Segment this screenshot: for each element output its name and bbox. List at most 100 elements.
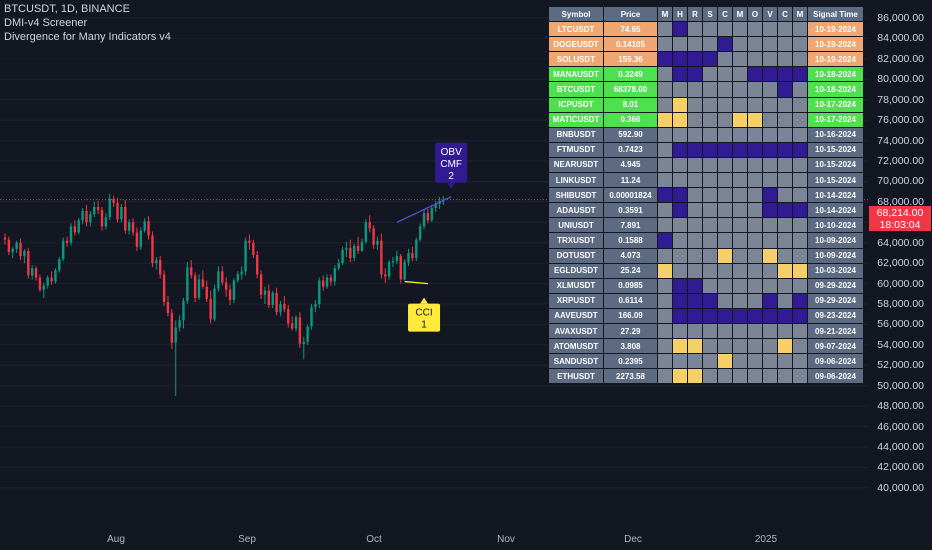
bearish-divergence-line[interactable]: [396, 196, 452, 223]
screener-indicator-cell: [792, 247, 808, 264]
screener-row[interactable]: BNBUSDT 592.90 10-16-2024: [548, 126, 864, 143]
candle: [275, 287, 278, 316]
candle: [368, 215, 371, 233]
screener-row[interactable]: ICPUSDT 8.01 10-17-2024: [548, 96, 864, 113]
candle-body: [418, 226, 422, 240]
screener-symbol-cell[interactable]: MATICUSDT: [548, 111, 604, 128]
screener-row[interactable]: SHIBUSDT 0.00001824 10-14-2024: [548, 187, 864, 204]
screener-row[interactable]: BTCUSDT 68378.00 10-18-2024: [548, 81, 864, 98]
screener-column-header[interactable]: M: [657, 5, 673, 23]
screener-symbol-cell[interactable]: LINKUSDT: [548, 172, 604, 189]
screener-indicator-cell: [747, 111, 763, 128]
screener-row[interactable]: ETHUSDT 2273.58 09-06-2024: [548, 368, 864, 385]
screener-column-header[interactable]: V: [762, 5, 778, 23]
indicator-name-divergence[interactable]: Divergence for Many Indicators v4: [4, 31, 171, 43]
screener-symbol-cell[interactable]: AAVEUSDT: [548, 307, 604, 324]
screener-row[interactable]: XLMUSDT 0.0985 09-29-2024: [548, 277, 864, 294]
screener-symbol-cell[interactable]: ATOMUSDT: [548, 338, 604, 355]
screener-row[interactable]: LINKUSDT 11.24 10-15-2024: [548, 172, 864, 189]
screener-column-header[interactable]: C: [777, 5, 793, 23]
screener-column-header[interactable]: Price: [603, 5, 658, 23]
screener-indicator-cell: [672, 141, 688, 158]
screener-row[interactable]: SOLUSDT 159.36 10-19-2024: [548, 51, 864, 68]
screener-column-header[interactable]: O: [747, 5, 763, 23]
screener-symbol-cell[interactable]: XLMUSDT: [548, 277, 604, 294]
screener-row[interactable]: TRXUSDT 0.1588 10-09-2024: [548, 232, 864, 249]
screener-row[interactable]: LTCUSDT 74.65 10-19-2024: [548, 21, 864, 38]
screener-row[interactable]: AAVEUSDT 166.09 09-23-2024: [548, 307, 864, 324]
screener-symbol-cell[interactable]: DOGEUSDT: [548, 36, 604, 53]
screener-symbol-cell[interactable]: SHIBUSDT: [548, 187, 604, 204]
screener-symbol-cell[interactable]: ETHUSDT: [548, 368, 604, 385]
screener-indicator-cell: [792, 81, 808, 98]
screener-column-header[interactable]: R: [687, 5, 703, 23]
screener-row[interactable]: MATICUSDT 0.366 10-17-2024: [548, 111, 864, 128]
screener-column-header[interactable]: Symbol: [548, 5, 604, 23]
screener-indicator-cell: [747, 66, 763, 83]
screener-symbol-cell[interactable]: EGLDUSDT: [548, 262, 604, 279]
screener-row[interactable]: XRPUSDT 0.6114 09-29-2024: [548, 292, 864, 309]
price-axis[interactable]: 86,000.00 84,000.00 82,000.00 80,000.00 78,0…: [868, 0, 932, 530]
screener-row[interactable]: NEARUSDT 4.945 10-15-2024: [548, 156, 864, 174]
candle: [337, 259, 340, 271]
screener-symbol-cell[interactable]: UNIUSDT: [548, 217, 604, 234]
screener-indicator-cell: [762, 187, 778, 204]
screener-indicator-cell: [747, 156, 763, 174]
symbol-title[interactable]: BTCUSDT, 1D, BINANCE: [4, 3, 130, 15]
screener-row[interactable]: ATOMUSDT 3.808 09-07-2024: [548, 338, 864, 355]
screener-symbol-cell[interactable]: FTMUSDT: [548, 141, 604, 158]
screener-indicator-cell: [732, 202, 748, 219]
screener-indicator-cell: [717, 141, 733, 158]
screener-column-header[interactable]: M: [792, 5, 808, 23]
screener-row[interactable]: MANAUSDT 0.3249 10-18-2024: [548, 66, 864, 83]
candle: [418, 223, 422, 242]
screener-symbol-cell[interactable]: LTCUSDT: [548, 21, 604, 38]
screener-indicator-cell: [702, 126, 718, 143]
screener-indicator-cell: [687, 81, 703, 98]
candle-body: [356, 245, 360, 251]
screener-symbol-cell[interactable]: SOLUSDT: [548, 51, 604, 68]
screener-indicator-cell: [792, 126, 808, 143]
screener-symbol-cell[interactable]: NEARUSDT: [548, 156, 604, 174]
screener-symbol-cell[interactable]: XRPUSDT: [548, 292, 604, 309]
screener-row[interactable]: UNIUSDT 7.891 10-10-2024: [548, 217, 864, 234]
screener-column-header[interactable]: C: [717, 5, 733, 23]
screener-row[interactable]: FTMUSDT 0.7423 10-15-2024: [548, 141, 864, 158]
screener-symbol-cell[interactable]: SANDUSDT: [548, 353, 604, 370]
screener-symbol-cell[interactable]: ICPUSDT: [548, 96, 604, 113]
screener-symbol-cell[interactable]: TRXUSDT: [548, 232, 604, 249]
screener-indicator-cell: [672, 187, 688, 204]
screener-indicator-cell: [747, 126, 763, 143]
bullish-divergence-line[interactable]: [404, 280, 428, 285]
screener-column-header[interactable]: H: [672, 5, 688, 23]
screener-price-cell: 3.808: [603, 338, 658, 355]
screener-indicator-cell: [687, 156, 703, 174]
candle-body: [213, 288, 216, 320]
screener-row[interactable]: DOTUSDT 4.073 10-09-2024: [548, 247, 864, 264]
screener-symbol-cell[interactable]: MANAUSDT: [548, 66, 604, 83]
screener-indicator-cell: [732, 232, 748, 249]
screener-symbol-cell[interactable]: ADAUSDT: [548, 202, 604, 219]
screener-signal-time-cell: 10-15-2024: [807, 156, 864, 174]
screener-row[interactable]: DOGEUSDT 0.14105 10-19-2024: [548, 36, 864, 53]
screener-column-header[interactable]: S: [702, 5, 718, 23]
screener-row[interactable]: ADAUSDT 0.3591 10-14-2024: [548, 202, 864, 219]
indicator-name-dmi[interactable]: DMI-v4 Screener: [4, 17, 88, 29]
screener-indicator-cell: [672, 156, 688, 174]
screener-symbol-cell[interactable]: AVAXUSDT: [548, 322, 604, 340]
screener-indicator-cell: [777, 277, 793, 294]
screener-symbol-cell[interactable]: BNBUSDT: [548, 126, 604, 143]
time-axis[interactable]: Aug Sep Oct Nov Dec 2025: [0, 530, 868, 550]
screener-row[interactable]: AVAXUSDT 27.29 09-21-2024: [548, 322, 864, 340]
screener-column-header[interactable]: M: [732, 5, 748, 23]
screener-indicator-cell: [687, 232, 703, 249]
screener-indicator-cell: [672, 277, 688, 294]
screener-row[interactable]: SANDUSDT 0.2395 09-06-2024: [548, 353, 864, 370]
screener-symbol-cell[interactable]: DOTUSDT: [548, 247, 604, 264]
screener-symbol-cell[interactable]: BTCUSDT: [548, 81, 604, 98]
screener-row[interactable]: EGLDUSDT 25.24 10-03-2024: [548, 262, 864, 279]
screener-column-header[interactable]: Signal Time: [807, 5, 864, 23]
screener-indicator-cell: [672, 322, 688, 340]
